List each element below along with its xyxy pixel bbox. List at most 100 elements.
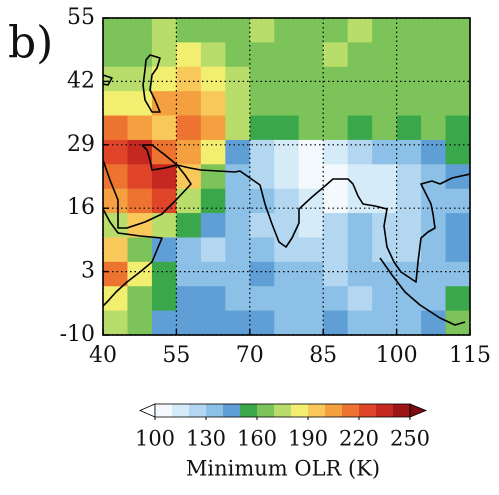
cell (176, 213, 202, 238)
cell (445, 66, 470, 92)
cell (274, 91, 300, 117)
cell (298, 139, 324, 165)
cell (176, 261, 202, 287)
cell (298, 66, 324, 92)
cell (249, 286, 275, 312)
colorbar-swatch (257, 404, 275, 417)
cell (372, 42, 398, 68)
cell (298, 188, 324, 214)
cell (274, 286, 300, 312)
cell (298, 286, 324, 312)
y-tick-label: 42 (67, 68, 95, 93)
cell (396, 188, 422, 214)
cell (323, 66, 349, 92)
cell (200, 18, 226, 43)
x-tick-label: 115 (449, 343, 491, 368)
cell (323, 286, 349, 312)
cell (421, 164, 447, 190)
cell (396, 286, 422, 312)
cell (151, 261, 177, 287)
cell (225, 213, 251, 238)
cell (176, 42, 202, 68)
cell (225, 66, 251, 92)
cell (151, 18, 177, 43)
cell (225, 42, 251, 68)
cell (151, 115, 177, 141)
cell (274, 115, 300, 141)
cell (323, 213, 349, 238)
cell (225, 261, 251, 287)
colorbar-swatch (291, 404, 309, 417)
colorbar-swatch (325, 404, 343, 417)
cell (445, 188, 470, 214)
cell (372, 115, 398, 141)
cell (298, 261, 324, 287)
colorbar-tick-label: 130 (186, 427, 226, 451)
coastline (103, 74, 113, 86)
cell (347, 188, 373, 214)
cell (200, 286, 226, 312)
cell (200, 115, 226, 141)
cell (396, 66, 422, 92)
cell (249, 66, 275, 92)
cell (298, 115, 324, 141)
cell (200, 164, 226, 190)
colorbar-swatch (393, 404, 411, 417)
cell (372, 237, 398, 263)
cell (225, 188, 251, 214)
cell (445, 213, 470, 238)
cell (396, 18, 422, 43)
cell (103, 310, 128, 335)
cell (347, 66, 373, 92)
cell (151, 310, 177, 335)
cell (274, 310, 300, 335)
colorbar-swatch (189, 404, 207, 417)
cell (298, 18, 324, 43)
colorbar: 100 130 160 190 220 250 (135, 403, 430, 451)
cell (249, 310, 275, 335)
cell (372, 18, 398, 43)
cell (372, 139, 398, 165)
cell (372, 91, 398, 117)
x-tick-label: 85 (309, 343, 337, 368)
cell (445, 261, 470, 287)
cell (347, 237, 373, 263)
cell (323, 164, 349, 190)
cell (225, 115, 251, 141)
cell (298, 213, 324, 238)
cell (347, 164, 373, 190)
cell (225, 286, 251, 312)
cell (200, 188, 226, 214)
cell (176, 115, 202, 141)
cell (176, 310, 202, 335)
cell (372, 164, 398, 190)
cell (249, 261, 275, 287)
cell (249, 18, 275, 43)
coastline (142, 144, 470, 283)
cell (127, 213, 153, 238)
cell (396, 310, 422, 335)
cell (323, 237, 349, 263)
cell (249, 237, 275, 263)
cell (200, 139, 226, 165)
cell (200, 42, 226, 68)
cell (298, 91, 324, 117)
cell (127, 237, 153, 263)
cell (249, 115, 275, 141)
cell (274, 42, 300, 68)
cell (151, 188, 177, 214)
cell (127, 66, 153, 92)
cell (372, 261, 398, 287)
cell (176, 286, 202, 312)
colorbar-swatch (223, 404, 241, 417)
x-tick-label: 100 (376, 343, 418, 368)
cell (396, 237, 422, 263)
cell (225, 91, 251, 117)
cell (274, 139, 300, 165)
cell (151, 42, 177, 68)
cell (176, 91, 202, 117)
cell (445, 237, 470, 263)
cell (298, 237, 324, 263)
cell (421, 66, 447, 92)
cell (151, 237, 177, 263)
